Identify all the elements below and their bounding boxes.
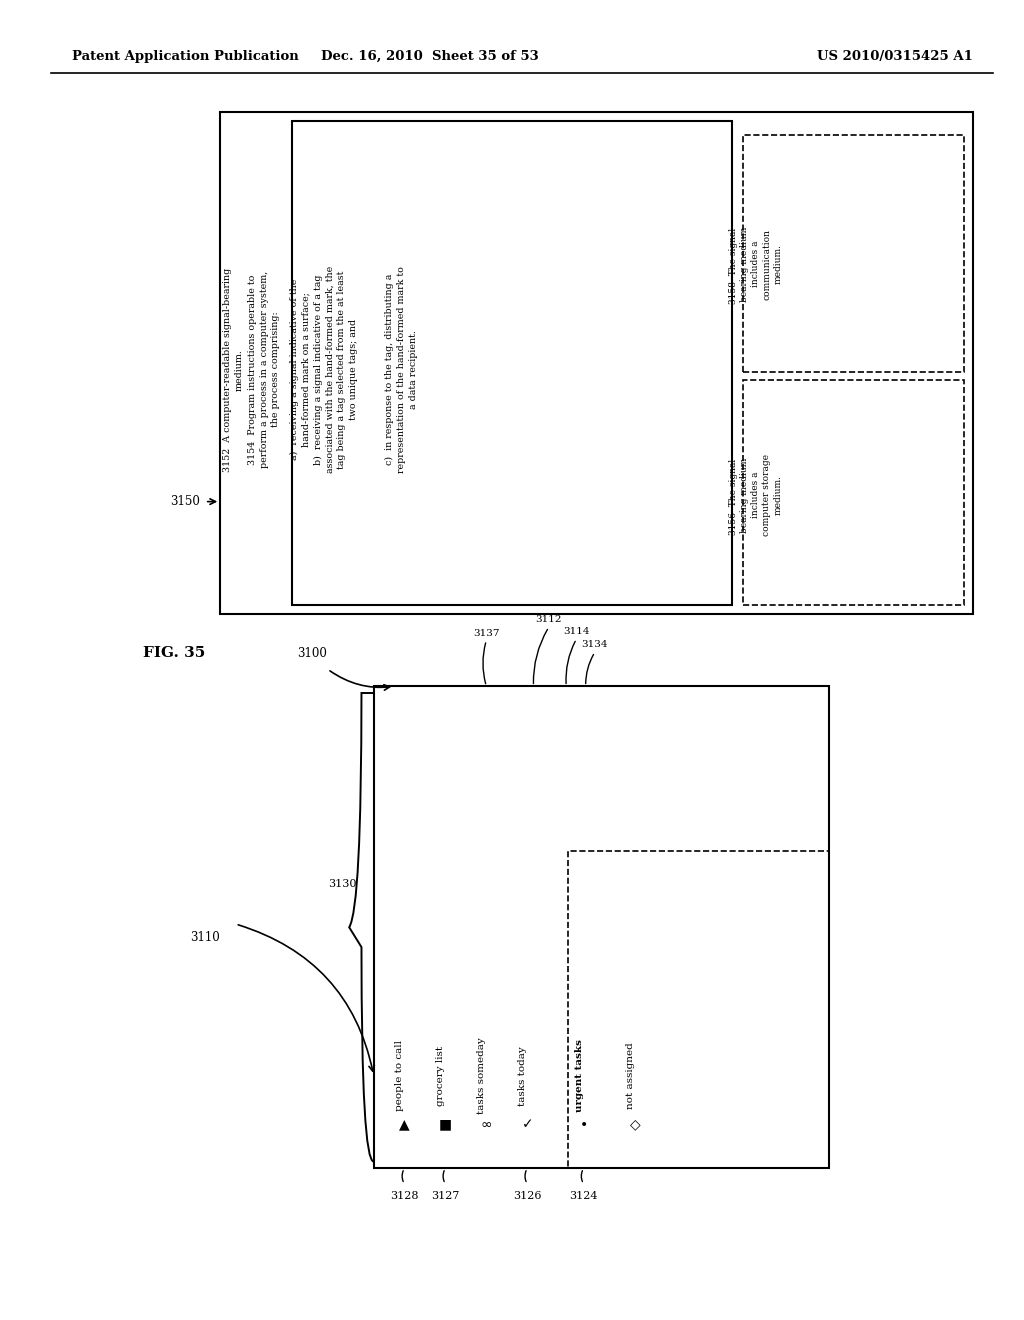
FancyBboxPatch shape	[292, 121, 732, 605]
Text: 3110: 3110	[189, 931, 220, 944]
Text: ✓: ✓	[521, 1118, 534, 1131]
Text: 3112: 3112	[536, 615, 562, 624]
FancyBboxPatch shape	[374, 686, 829, 1168]
Text: tasks today: tasks today	[518, 1045, 527, 1106]
Text: 3150: 3150	[170, 495, 200, 508]
Text: 3158  The signal-
bearing medium
includes a
communication
medium.: 3158 The signal- bearing medium includes…	[729, 224, 782, 304]
Text: 3127: 3127	[431, 1191, 460, 1201]
Text: 3114: 3114	[563, 627, 590, 636]
FancyBboxPatch shape	[220, 112, 973, 614]
Text: not assigned: not assigned	[626, 1043, 635, 1109]
Text: 3124: 3124	[569, 1191, 598, 1201]
Text: FIG. 35: FIG. 35	[143, 647, 206, 660]
Text: ■: ■	[439, 1118, 452, 1131]
Text: 3156  The signal-
bearing medium
includes a
computer storage
medium.: 3156 The signal- bearing medium includes…	[729, 454, 782, 536]
Text: Dec. 16, 2010  Sheet 35 of 53: Dec. 16, 2010 Sheet 35 of 53	[322, 50, 539, 63]
Text: ◇: ◇	[630, 1118, 640, 1131]
Text: tasks someday: tasks someday	[477, 1038, 486, 1114]
Text: b)  receiving a signal indicative of a tag
associated with the hand-formed mark,: b) receiving a signal indicative of a ta…	[313, 265, 358, 474]
Text: people to call: people to call	[395, 1040, 404, 1111]
Text: US 2010/0315425 A1: US 2010/0315425 A1	[817, 50, 973, 63]
Text: a)  receiving a signal indicative of the
hand-formed mark on a surface;: a) receiving a signal indicative of the …	[290, 279, 310, 461]
Text: Patent Application Publication: Patent Application Publication	[72, 50, 298, 63]
Text: ▲: ▲	[399, 1118, 410, 1131]
Text: •: •	[580, 1118, 588, 1131]
Text: 3152  A computer-readable signal-bearing
medium.: 3152 A computer-readable signal-bearing …	[223, 268, 244, 471]
Text: 3154  Program instructions operable to
perform a process in a computer system,
t: 3154 Program instructions operable to pe…	[248, 271, 281, 469]
Text: 3100: 3100	[297, 647, 328, 660]
Text: 3137: 3137	[473, 628, 500, 638]
Text: c)  in response to the tag, distributing a
representation of the hand-formed mar: c) in response to the tag, distributing …	[385, 267, 418, 473]
Text: 3134: 3134	[582, 640, 608, 649]
Text: 3128: 3128	[390, 1191, 419, 1201]
Text: 3126: 3126	[513, 1191, 542, 1201]
Text: 3130: 3130	[328, 879, 356, 890]
Text: ∞: ∞	[480, 1118, 493, 1131]
Text: urgent tasks: urgent tasks	[574, 1039, 584, 1113]
Text: grocery list: grocery list	[436, 1045, 445, 1106]
